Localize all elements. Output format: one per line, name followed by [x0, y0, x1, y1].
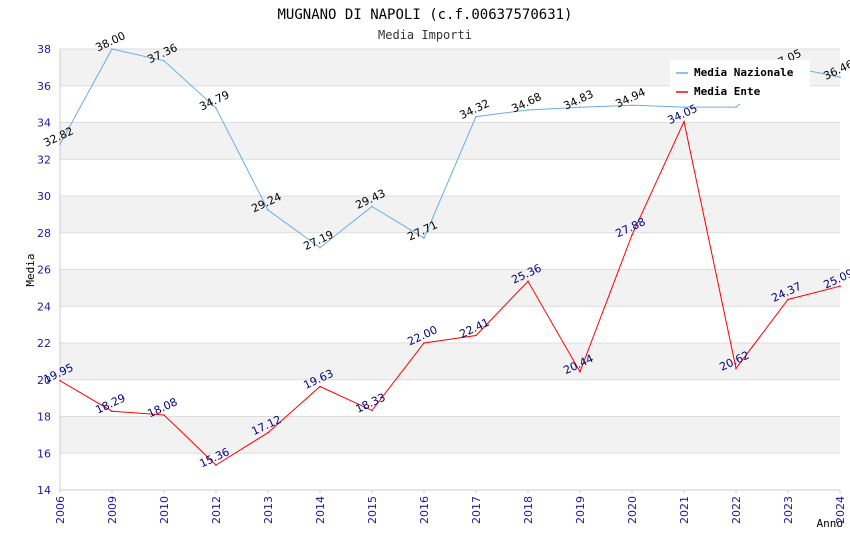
data-point [475, 334, 477, 337]
data-point [371, 409, 373, 412]
data-point [735, 367, 737, 370]
grid-band [60, 269, 840, 307]
data-point [579, 370, 581, 373]
x-tick-label: 2009 [106, 496, 119, 524]
y-tick-label: 26 [37, 264, 51, 277]
x-tick-label: 2012 [210, 496, 223, 524]
chart-title: MUGNANO DI NAPOLI (c.f.00637570631) [277, 7, 572, 23]
y-tick-label: 34 [37, 117, 51, 130]
data-point [631, 234, 633, 236]
y-axis-label: Media [24, 253, 37, 286]
x-tick-label: 2013 [262, 496, 275, 524]
data-point [371, 205, 373, 208]
y-tick-label: 24 [37, 300, 51, 313]
grid-band [60, 416, 840, 454]
x-tick-label: 2022 [730, 496, 743, 524]
x-tick-label: 2018 [522, 496, 535, 524]
series-line-ente [59, 120, 841, 466]
chart-subtitle: Media Importi [378, 28, 472, 42]
x-tick-label: 2010 [158, 496, 171, 524]
data-point [163, 414, 165, 416]
grid-bands [60, 49, 840, 490]
legend-label-ente: Media Ente [694, 85, 761, 98]
legend-label-nazionale: Media Nazionale [694, 66, 794, 79]
data-point [787, 298, 789, 301]
data-point [319, 385, 321, 388]
y-tick-label: 18 [37, 411, 51, 424]
y-tick-label: 36 [37, 80, 51, 93]
grid-band [60, 379, 840, 417]
data-point [111, 410, 113, 412]
data-point [579, 106, 581, 109]
series-line-nazionale [59, 48, 841, 249]
data-point [111, 48, 113, 50]
x-tick-labels: 2006 2009 2010 2012 2013 2014 2015 2016 2017 2018… [54, 490, 847, 524]
x-tick-label: 2014 [314, 496, 327, 524]
x-tick-label: 2024 [834, 496, 847, 524]
data-point [839, 285, 841, 288]
grid-band [60, 453, 840, 490]
data-point [527, 109, 529, 111]
data-point [839, 76, 841, 79]
data-point [527, 280, 529, 283]
grid-band [60, 232, 840, 270]
data-point [423, 237, 425, 239]
x-tick-label: 2015 [366, 496, 379, 524]
grid-band [60, 196, 840, 233]
data-point [683, 120, 685, 123]
x-tick-label: 2006 [54, 496, 67, 524]
data-point [163, 59, 165, 62]
data-point [59, 143, 61, 145]
y-tick-label: 22 [37, 337, 51, 350]
data-point [423, 342, 425, 344]
data-point [319, 246, 321, 249]
legend: Media Nazionale Media Ente [670, 60, 810, 104]
y-tick-label: 32 [37, 153, 51, 166]
x-axis-label: Anno [817, 517, 844, 530]
x-tick-label: 2021 [678, 496, 691, 524]
y-tick-label: 16 [37, 447, 51, 460]
data-point [215, 464, 217, 466]
data-point [59, 379, 61, 382]
grid-band [60, 343, 840, 380]
legend-box [670, 60, 810, 104]
y-tick-label: 14 [37, 484, 51, 497]
y-tick-label: 20 [37, 374, 51, 387]
x-tick-label: 2019 [574, 496, 587, 524]
y-tick-label: 30 [37, 190, 51, 203]
x-tick-label: 2017 [470, 496, 483, 524]
x-tick-label: 2020 [626, 496, 639, 524]
grid-band [60, 306, 840, 343]
x-tick-label: 2016 [418, 496, 431, 524]
data-point [267, 431, 269, 434]
data-point [215, 107, 217, 109]
y-tick-label: 28 [37, 227, 51, 240]
grid-band [60, 122, 840, 160]
data-point [631, 104, 633, 107]
series-group [59, 48, 841, 466]
y-tick-labels: 14 16 18 20 22 24 26 28 30 32 34 36 38 [37, 43, 51, 497]
data-point [735, 106, 737, 108]
x-tick-label: 2023 [782, 496, 795, 524]
data-point [475, 115, 477, 118]
data-point [267, 209, 269, 211]
data-point [683, 106, 685, 108]
y-tick-label: 38 [37, 43, 51, 56]
